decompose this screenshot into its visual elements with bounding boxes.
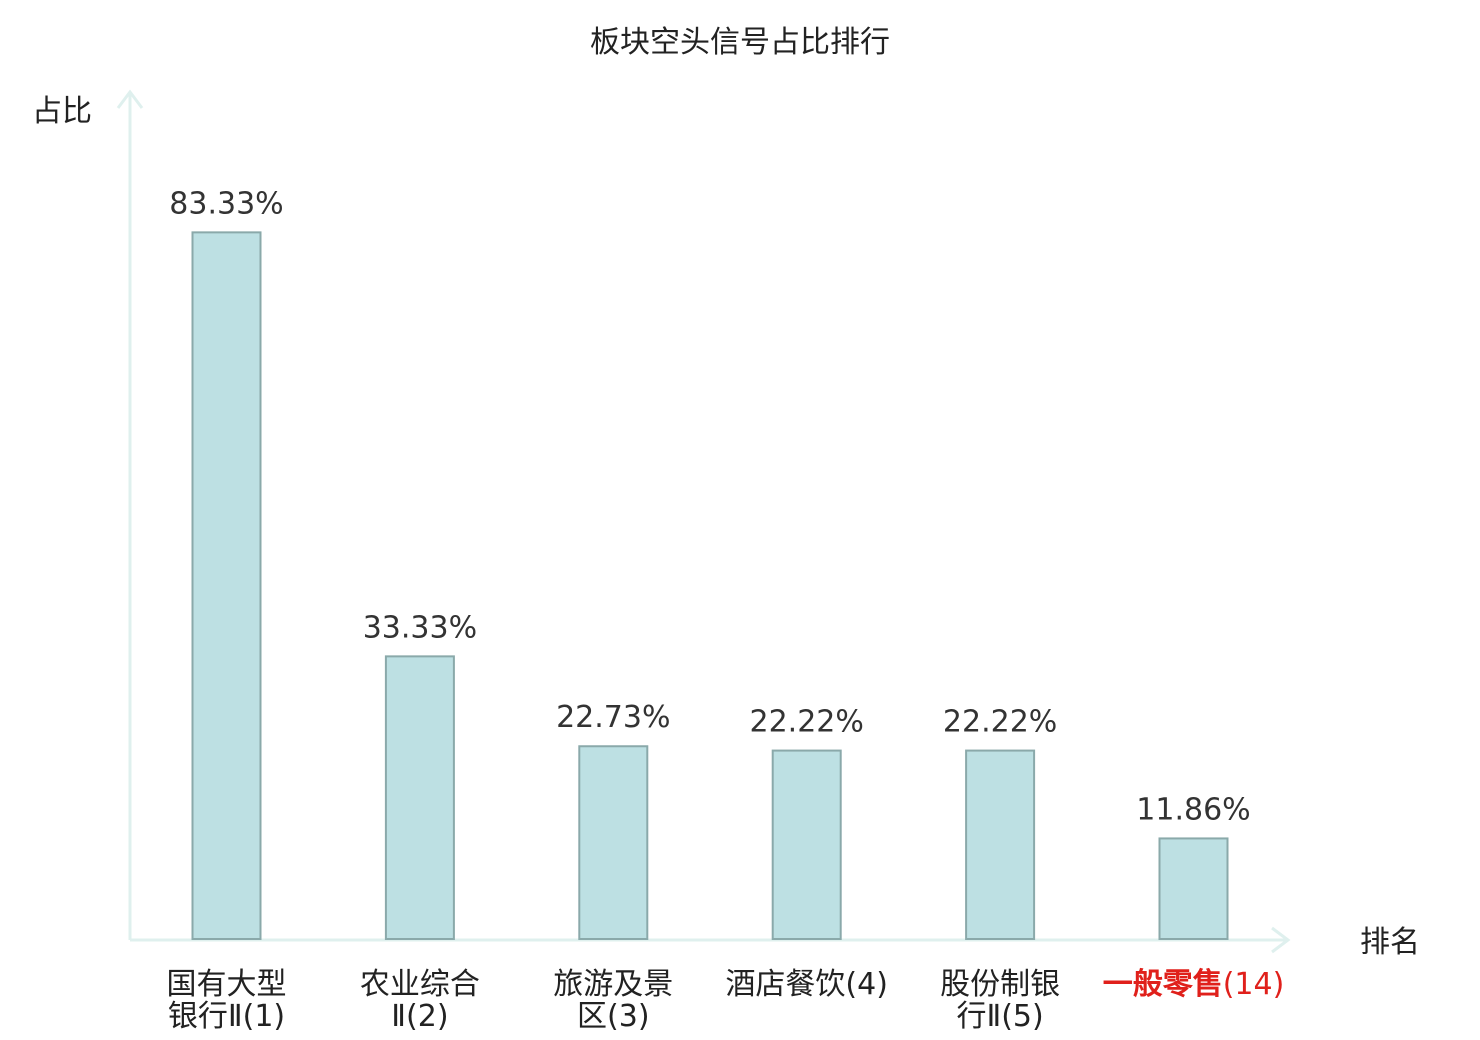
chart-title: 板块空头信号占比排行 bbox=[590, 25, 890, 60]
bar-5 bbox=[965, 749, 1036, 940]
bar-6 bbox=[1158, 837, 1229, 940]
bar-1 bbox=[191, 231, 262, 941]
category-label-2-line-2: Ⅱ(2) bbox=[391, 999, 448, 1034]
value-label-4: 22.22% bbox=[750, 705, 864, 740]
value-label-2: 33.33% bbox=[363, 610, 477, 645]
x-axis bbox=[130, 926, 1291, 954]
category-label-3-line-1: 旅游及景 bbox=[553, 967, 673, 1002]
category-label-2-line-1: 农业综合 bbox=[360, 967, 480, 1002]
y-axis-label: 占比 bbox=[32, 94, 92, 129]
value-label-3: 22.73% bbox=[556, 700, 670, 735]
y-axis bbox=[116, 89, 144, 940]
value-label-6: 11.86% bbox=[1136, 792, 1250, 827]
category-label-1-line-1: 国有大型 bbox=[167, 967, 287, 1002]
category-label-6-main: 一般零售 bbox=[1103, 967, 1223, 1002]
category-label-3-line-2: 区(3) bbox=[577, 999, 650, 1034]
bar-3 bbox=[578, 745, 649, 940]
category-label-4-line-1: 酒店餐饮(4) bbox=[725, 967, 888, 1002]
category-label-5-line-2: 行Ⅱ(5) bbox=[956, 999, 1043, 1034]
value-label-1: 83.33% bbox=[169, 186, 283, 221]
category-label-6-line-1: 一般零售(14) bbox=[1103, 967, 1285, 1002]
x-axis-label: 排名 bbox=[1360, 925, 1420, 960]
value-label-5: 22.22% bbox=[943, 705, 1057, 740]
category-label-5-line-1: 股份制银 bbox=[940, 967, 1060, 1002]
bar-2 bbox=[384, 655, 455, 940]
category-label-6-suffix: (14) bbox=[1223, 967, 1285, 1002]
bar-4 bbox=[771, 749, 842, 940]
category-label-1-line-2: 银行Ⅱ(1) bbox=[168, 999, 285, 1034]
